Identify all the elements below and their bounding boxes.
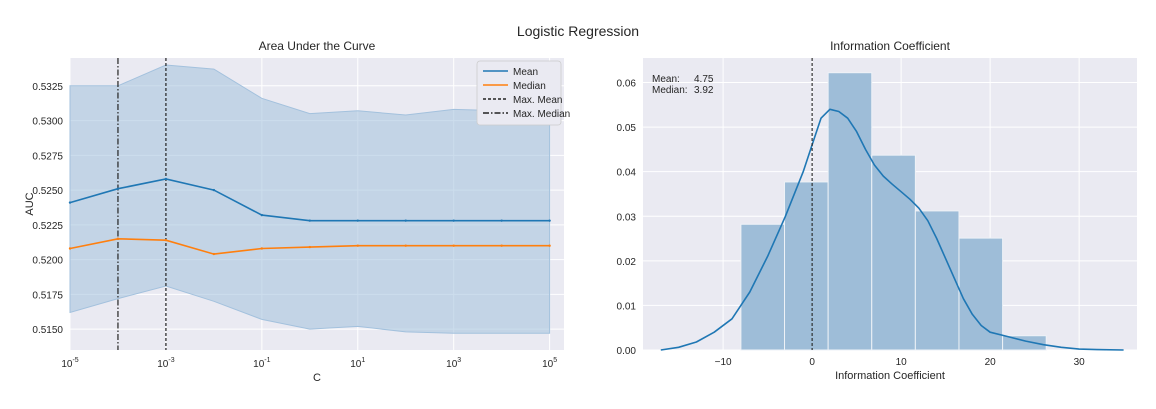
median-point	[260, 247, 264, 250]
x-tick-exponent: -5	[72, 357, 78, 364]
mean-point	[404, 219, 407, 222]
figure-title: Logistic Regression	[517, 23, 639, 39]
histogram-bar	[958, 237, 1004, 351]
mean-point	[164, 177, 168, 181]
histogram-bar	[784, 181, 829, 351]
median-value: 3.92	[694, 85, 714, 96]
x-tick-exponent: 5	[553, 357, 557, 364]
ic-x-ticks: −10 0 10 20 30	[715, 357, 1086, 368]
auc-x-ticks: 10-5 10-3 10-1 101 103 105	[61, 357, 557, 370]
confidence-band	[69, 64, 551, 334]
x-tick-label: 20	[985, 357, 997, 368]
y-tick-label: 0.5225	[32, 221, 63, 232]
mean-point	[212, 188, 216, 192]
x-tick-label: 30	[1074, 357, 1086, 368]
y-tick-label: 0.5150	[32, 325, 63, 336]
y-tick-label: 0.5275	[32, 151, 63, 162]
ic-kde-layer	[660, 108, 1124, 351]
x-tick-exponent: 1	[361, 357, 365, 364]
y-tick-label: 0.5200	[32, 256, 63, 267]
mean-point	[500, 219, 503, 222]
ic-chart-title: Information Coefficient	[830, 39, 951, 53]
legend-label: Median	[513, 81, 546, 92]
x-tick-label: 10-5	[61, 357, 78, 370]
histogram-bar	[740, 223, 786, 351]
x-tick-label: −10	[715, 357, 732, 368]
x-tick-label: 0	[809, 357, 815, 368]
mean-point	[116, 187, 120, 190]
x-tick-label: 10-1	[253, 357, 270, 370]
median-point	[308, 245, 312, 249]
kde-curve	[660, 108, 1124, 351]
auc-y-axis-label: AUC	[24, 192, 36, 215]
mean-point	[548, 219, 551, 222]
median-point	[212, 252, 216, 256]
y-tick-label: 0.04	[617, 168, 637, 179]
legend-label: Max. Median	[513, 109, 570, 120]
auc-x-axis-label: C	[313, 372, 321, 384]
ic-x-axis-label: Information Coefficient	[835, 370, 945, 382]
median-point	[116, 237, 120, 240]
mean-label: Mean:	[652, 74, 680, 85]
histogram-bar	[871, 154, 916, 351]
x-tick-exponent: 3	[457, 357, 461, 364]
x-tick-label: 103	[446, 357, 461, 370]
median-point	[68, 247, 72, 250]
legend-frame	[476, 60, 562, 126]
legend-label: Mean	[513, 67, 538, 78]
auc-y-ticks: 0.5150 0.5175 0.5200 0.5225 0.5250 0.5275 0.53…	[32, 82, 63, 336]
mean-point	[452, 219, 455, 222]
x-tick-label: 10	[896, 357, 908, 368]
median-point	[164, 238, 168, 242]
y-tick-label: 0.5175	[32, 290, 63, 301]
x-tick-base: 10	[350, 359, 362, 370]
mean-point	[356, 219, 359, 222]
auc-chart: 10-5 10-3 10-1 101 103 105 0.51500.51750.5200…	[24, 39, 570, 384]
y-tick-label: 0.5325	[32, 82, 63, 93]
auc-chart-title: Area Under the Curve	[259, 39, 376, 53]
mean-point	[308, 219, 312, 222]
x-tick-base: 10	[542, 359, 554, 370]
legend-label: Max. Mean	[513, 95, 562, 106]
median-point	[452, 244, 455, 247]
y-tick-label: 0.01	[617, 301, 637, 312]
histogram-bar	[914, 210, 960, 351]
median-point	[548, 244, 551, 247]
ic-chart: −10 0 10 20 30 0.000.010.020.030.040.050.06 …	[617, 39, 1137, 382]
ic-histogram-bars	[740, 72, 1047, 351]
y-tick-label: 0.5250	[32, 186, 63, 197]
y-tick-label: 0.06	[617, 79, 637, 90]
histogram-bar	[827, 72, 873, 351]
y-tick-label: 0.03	[617, 212, 637, 223]
ic-stats-annotation: Mean: 4.75 Median: 3.92	[652, 74, 714, 96]
x-tick-base: 10	[446, 359, 458, 370]
x-tick-base: 10	[61, 359, 73, 370]
median-point	[404, 244, 407, 247]
median-point	[356, 244, 359, 247]
ic-y-ticks: 0.00 0.01 0.02 0.03 0.04 0.05 0.06	[617, 79, 637, 357]
x-tick-exponent: -3	[168, 357, 174, 364]
mean-point	[68, 201, 72, 204]
x-tick-label: 101	[350, 357, 365, 370]
x-tick-base: 10	[157, 359, 169, 370]
y-tick-label: 0.5300	[32, 117, 63, 128]
mean-point	[260, 213, 264, 217]
median-point	[500, 244, 503, 247]
histogram-bar	[1002, 335, 1047, 351]
auc-band-layer	[69, 64, 551, 334]
y-tick-label: 0.05	[617, 123, 637, 134]
x-tick-label: 10-3	[157, 357, 174, 370]
auc-lines-layer	[68, 177, 551, 256]
y-tick-label: 0.00	[617, 346, 637, 357]
y-tick-label: 0.02	[617, 257, 637, 268]
median-label: Median:	[652, 85, 688, 96]
auc-legend: Mean Median Max. Mean Max. Median	[476, 60, 570, 126]
x-tick-exponent: -1	[264, 357, 270, 364]
mean-value: 4.75	[694, 74, 714, 85]
x-tick-label: 105	[542, 357, 557, 370]
x-tick-base: 10	[253, 359, 265, 370]
auc-vlines-layer	[117, 58, 167, 350]
